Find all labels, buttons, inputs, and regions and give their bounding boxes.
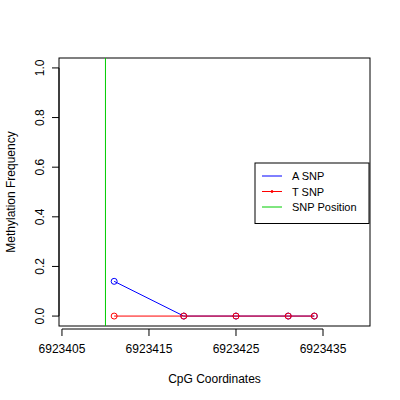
point [311, 313, 317, 319]
x-tick-label: 6923435 [300, 342, 347, 356]
series-line [114, 281, 314, 316]
legend-label: SNP Position [292, 201, 357, 213]
legend-label: A SNP [292, 170, 324, 182]
x-tick-label: 6923415 [126, 342, 173, 356]
y-tick [52, 266, 59, 267]
x-tick-label: 6923425 [213, 342, 260, 356]
x-tick-label: 6923405 [39, 342, 86, 356]
y-tick-label: 0.8 [33, 109, 47, 126]
y-tick [52, 167, 59, 168]
y-tick [52, 67, 59, 68]
point [181, 313, 187, 319]
point [233, 313, 239, 319]
y-tick-label: 0.4 [33, 208, 47, 225]
x-axis-line [62, 329, 323, 330]
y-axis-label: Methylation Frequency [4, 131, 18, 252]
y-tick-label: 0.0 [33, 307, 47, 324]
x-tick [323, 329, 324, 336]
point [111, 278, 117, 284]
x-tick [148, 329, 149, 336]
snp-position-line [105, 58, 106, 326]
legend-marker [271, 191, 273, 193]
y-tick-label: 0.6 [33, 159, 47, 176]
x-tick [61, 329, 62, 336]
x-tick [235, 329, 236, 336]
y-tick-label: 0.2 [33, 258, 47, 275]
y-axis-line [59, 68, 60, 316]
series-line [114, 316, 314, 317]
legend-swatch [262, 191, 282, 192]
y-tick [52, 316, 59, 317]
y-tick [52, 117, 59, 118]
y-tick [52, 216, 59, 217]
legend-swatch [262, 176, 282, 177]
plot-frame [59, 58, 370, 326]
point [111, 313, 117, 319]
legend-swatch [262, 207, 282, 208]
point [285, 313, 291, 319]
legend-box [255, 163, 369, 224]
chart: 6923405 6923415 6923425 6923435 0.0 0.2 0.4 0.6… [0, 0, 400, 400]
x-axis-label: CpG Coordinates [168, 372, 261, 386]
legend-label: T SNP [292, 186, 324, 198]
y-tick-label: 1.0 [33, 59, 47, 76]
